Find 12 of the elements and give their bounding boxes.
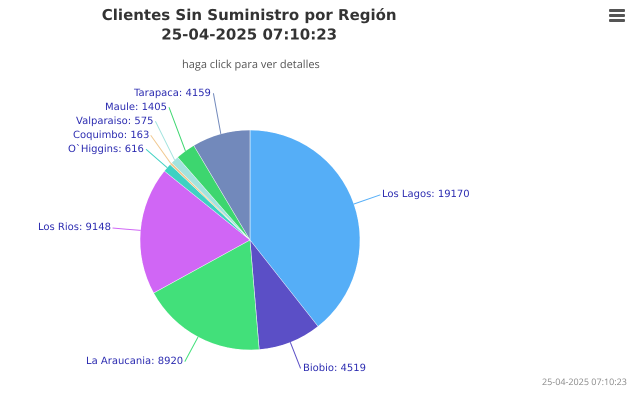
slice-label: Biobio: 4519 <box>303 363 366 374</box>
chart-subtitle: haga click para ver detalles <box>182 57 320 72</box>
slice-label: La Araucania: 8920 <box>86 356 184 367</box>
slice-label: Valparaiso: 575 <box>76 116 154 127</box>
chart-title: Clientes Sin Suministro por Región 25-04-2025 07:10:23 <box>102 6 397 44</box>
text: 25-04-2025 07:10:23 <box>542 375 627 388</box>
slice-label: Maule: 1405 <box>105 102 168 113</box>
slice-label: Los Rios: 9148 <box>38 222 111 233</box>
slice-label: Tarapaca: 4159 <box>133 88 211 99</box>
slice-label: Coquimbo: 163 <box>73 130 150 141</box>
slice-label: Los Lagos: 19170 <box>382 189 470 200</box>
slice-label: O`Higgins: 616 <box>68 144 144 155</box>
